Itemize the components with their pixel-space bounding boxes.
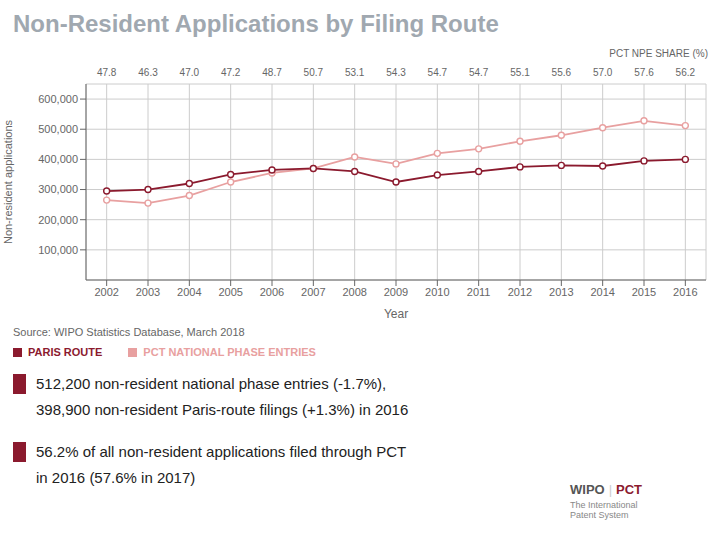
html-text:56.2% of all non-resident appl: 56.2% of all non-resident applications f… (36, 443, 407, 460)
svg-text:54.3: 54.3 (386, 67, 406, 78)
svg-text:47.2: 47.2 (221, 67, 241, 78)
svg-text:47.8: 47.8 (97, 67, 117, 78)
svg-text:2008: 2008 (342, 286, 366, 298)
svg-text:100,000: 100,000 (38, 244, 78, 256)
svg-text:2015: 2015 (632, 286, 656, 298)
svg-text:2003: 2003 (136, 286, 160, 298)
html-text:Source: WIPO Statistics Databa: Source: WIPO Statistics Database, March … (13, 326, 245, 338)
html-text:398,900 non-resident Paris-rou: 398,900 non-resident Paris-route filings… (36, 401, 409, 418)
svg-text:500,000: 500,000 (38, 123, 78, 135)
svg-text:300,000: 300,000 (38, 183, 78, 195)
svg-text:2010: 2010 (425, 286, 449, 298)
svg-text:53.1: 53.1 (345, 67, 365, 78)
svg-text:2002: 2002 (94, 286, 118, 298)
html-text:Non-Resident Applications by F: Non-Resident Applications by Filing Rout… (13, 10, 499, 37)
svg-text:57.6: 57.6 (634, 67, 654, 78)
svg-text:2011: 2011 (467, 286, 491, 298)
svg-text:200,000: 200,000 (38, 214, 78, 226)
svg-text:2004: 2004 (177, 286, 201, 298)
svg-text:56.2: 56.2 (676, 67, 696, 78)
svg-text:47.0: 47.0 (180, 67, 200, 78)
svg-text:400,000: 400,000 (38, 153, 78, 165)
svg-text:Year: Year (384, 307, 408, 321)
svg-text:54.7: 54.7 (469, 67, 489, 78)
svg-text:54.7: 54.7 (428, 67, 448, 78)
svg-text:2007: 2007 (301, 286, 325, 298)
html-text:PCT NATIONAL PHASE ENTRIES: PCT NATIONAL PHASE ENTRIES (143, 346, 316, 358)
html-text:512,200 non-resident national: 512,200 non-resident national phase entr… (36, 375, 387, 392)
svg-text:2006: 2006 (260, 286, 284, 298)
html-text:The International: The International (570, 500, 638, 510)
svg-text:2016: 2016 (673, 286, 697, 298)
svg-text:2005: 2005 (218, 286, 242, 298)
svg-text:50.7: 50.7 (304, 67, 324, 78)
svg-text:2009: 2009 (384, 286, 408, 298)
svg-text:2012: 2012 (508, 286, 532, 298)
svg-text:Non-resident applications: Non-resident applications (8, 119, 14, 244)
html-text:PARIS ROUTE: PARIS ROUTE (28, 346, 103, 358)
svg-text:600,000: 600,000 (38, 93, 78, 105)
svg-text:2014: 2014 (590, 286, 614, 298)
html-text:Patent System: Patent System (570, 510, 629, 520)
html-text:WIPO | PCT: WIPO | PCT (570, 482, 643, 497)
html-text:PCT NPE SHARE (%): PCT NPE SHARE (%) (609, 48, 708, 59)
svg-text:2013: 2013 (549, 286, 573, 298)
svg-text:57.0: 57.0 (593, 67, 613, 78)
svg-text:48.7: 48.7 (262, 67, 282, 78)
svg-text:46.3: 46.3 (138, 67, 158, 78)
html-text:in 2016 (57.6% in 2017): in 2016 (57.6% in 2017) (36, 469, 196, 486)
svg-text:55.6: 55.6 (552, 67, 572, 78)
svg-text:55.1: 55.1 (510, 67, 530, 78)
